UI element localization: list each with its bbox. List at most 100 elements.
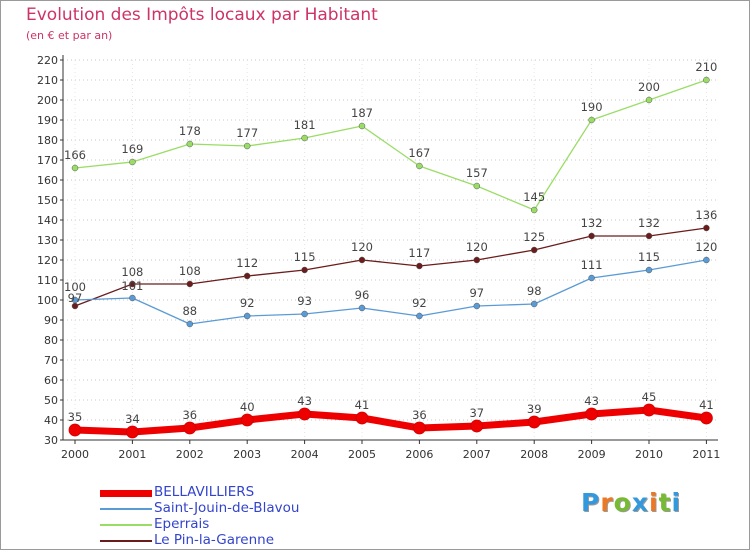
y-tick-label: 210 <box>37 74 58 87</box>
data-point <box>588 274 595 282</box>
legend-swatch <box>100 524 152 526</box>
data-point <box>642 403 656 417</box>
data-point <box>125 425 139 439</box>
data-label: 45 <box>642 390 657 404</box>
data-point <box>416 162 423 170</box>
series-line-bellavilliers <box>71 406 710 436</box>
data-label: 125 <box>523 230 545 244</box>
data-label: 120 <box>351 240 373 254</box>
y-tick-label: 90 <box>44 314 58 327</box>
y-tick-label: 120 <box>37 254 58 267</box>
x-tick-label: 2009 <box>578 448 606 461</box>
data-label: 157 <box>466 166 488 180</box>
data-point <box>298 407 312 421</box>
data-label: 36 <box>182 408 197 422</box>
data-point <box>473 182 481 190</box>
y-tick-label: 130 <box>37 234 58 247</box>
chart-title: Evolution des Impôts locaux par Habitant <box>26 5 378 25</box>
data-point <box>186 140 194 148</box>
data-point <box>186 280 194 288</box>
data-point <box>358 304 366 312</box>
y-tick-label: 40 <box>44 414 58 427</box>
data-label: 190 <box>581 100 603 114</box>
data-label: 36 <box>412 408 427 422</box>
y-tick-label: 110 <box>37 274 58 287</box>
x-tick-label: 2008 <box>520 448 548 461</box>
data-point <box>703 76 710 84</box>
data-label: 187 <box>351 106 373 120</box>
y-tick-label: 60 <box>44 374 58 387</box>
data-point <box>301 266 308 274</box>
data-point <box>473 256 481 264</box>
logo-letter: x <box>631 488 649 517</box>
data-point <box>585 407 598 421</box>
data-point <box>243 272 251 280</box>
data-point <box>416 262 423 270</box>
data-label: 115 <box>638 250 660 264</box>
data-label: 40 <box>240 400 255 414</box>
data-label: 210 <box>695 60 717 74</box>
data-label: 35 <box>68 410 83 424</box>
data-point <box>183 421 197 435</box>
data-label: 136 <box>695 208 717 222</box>
data-label: 200 <box>638 80 660 94</box>
data-point <box>588 116 595 124</box>
y-tick-label: 170 <box>37 154 58 167</box>
legend-swatch <box>100 540 152 542</box>
data-label: 39 <box>527 402 542 416</box>
data-point <box>301 134 308 142</box>
logo-letter: t <box>658 488 672 517</box>
data-label: 115 <box>294 250 316 264</box>
data-point <box>645 266 653 274</box>
y-tick-label: 50 <box>44 394 58 407</box>
data-point <box>355 411 369 425</box>
data-label: 97 <box>469 286 484 300</box>
y-tick-label: 200 <box>37 94 58 107</box>
data-point <box>530 300 538 308</box>
legend-item: BELLAVILLIERS <box>100 485 360 501</box>
chart-subtitle: (en € et par an) <box>26 29 113 42</box>
series-line-le-pin-la-garenne <box>74 227 708 307</box>
legend-item: Saint-Jouin-de-Blavou <box>100 501 360 517</box>
y-tick-label: 190 <box>37 114 58 127</box>
data-label: 108 <box>179 264 201 278</box>
y-tick-label: 30 <box>44 434 58 447</box>
data-point <box>186 320 194 328</box>
proxiti-logo: Proxiti <box>581 488 681 517</box>
data-label: 178 <box>179 124 201 138</box>
legend-item: Eperrais <box>100 517 360 533</box>
logo-letter: o <box>613 488 632 517</box>
x-tick-label: 2006 <box>405 448 433 461</box>
data-label: 166 <box>64 148 86 162</box>
data-point <box>527 415 541 429</box>
data-point <box>301 310 308 318</box>
data-label: 108 <box>121 265 143 279</box>
data-point <box>68 423 82 437</box>
data-label: 112 <box>236 256 258 270</box>
data-label: 169 <box>121 142 143 156</box>
y-tick-label: 160 <box>37 174 58 187</box>
data-label: 120 <box>695 240 717 254</box>
data-label: 117 <box>408 246 430 260</box>
data-point <box>243 312 251 320</box>
data-label: 167 <box>408 146 430 160</box>
data-point <box>703 256 710 264</box>
y-tick-label: 180 <box>37 134 58 147</box>
data-label: 34 <box>125 412 140 426</box>
data-label: 132 <box>581 216 603 230</box>
x-tick-label: 2000 <box>61 448 89 461</box>
logo-letter: i <box>671 488 682 517</box>
data-point <box>703 224 710 232</box>
series-line-saint-jouin-de-blavou <box>74 259 708 325</box>
data-point <box>240 413 254 427</box>
data-point <box>473 302 481 310</box>
data-label: 88 <box>182 304 197 318</box>
legend-label: BELLAVILLIERS <box>154 484 255 500</box>
data-point <box>71 164 79 172</box>
data-label: 111 <box>581 258 603 272</box>
x-tick-label: 2005 <box>348 448 376 461</box>
data-label: 120 <box>466 240 488 254</box>
data-point <box>129 294 136 302</box>
data-point <box>470 419 484 433</box>
